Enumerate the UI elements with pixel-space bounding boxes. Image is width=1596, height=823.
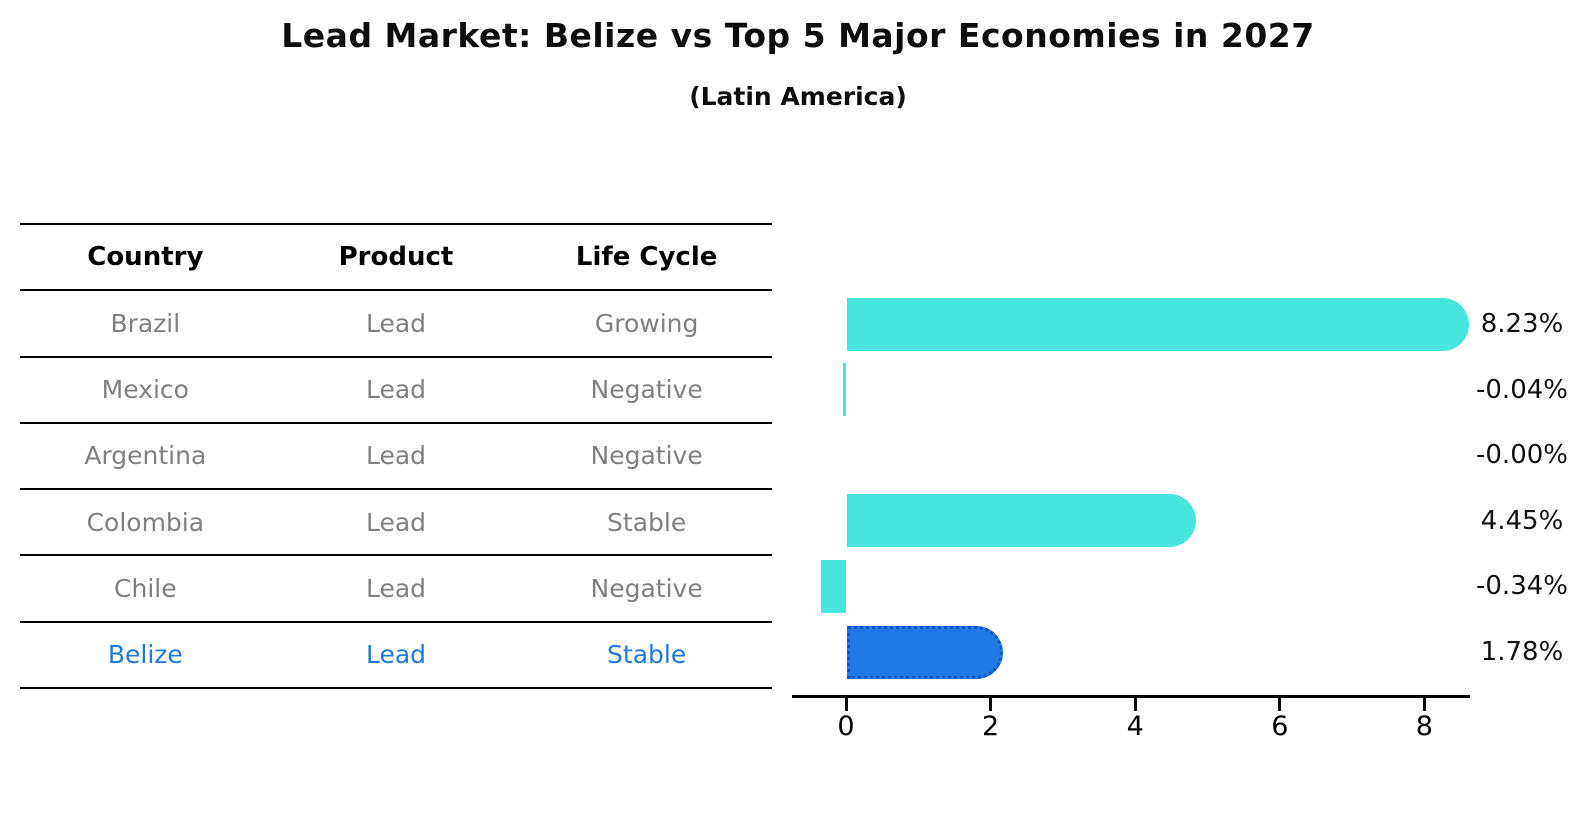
column-header-country: Country: [87, 242, 204, 273]
bar-brazil: [847, 297, 1470, 351]
cell-country: Belize: [107, 640, 183, 670]
x-axis-line: [792, 695, 1470, 698]
x-axis-tick-label-6: 6: [1271, 711, 1289, 742]
table-row-colombia: Colombia Lead Stable: [20, 488, 772, 554]
x-axis-tick-0: [844, 698, 848, 711]
x-axis-tick-label-4: 4: [1126, 711, 1144, 742]
cell-life-cycle: Negative: [590, 574, 703, 604]
cell-life-cycle: Stable: [607, 640, 687, 670]
cell-product: Lead: [365, 441, 427, 471]
table-row-belize: Belize Lead Stable: [20, 620, 772, 687]
x-axis-tick-4: [1133, 698, 1137, 711]
value-label-brazil: 8.23%: [1480, 309, 1564, 339]
table-row-brazil: Brazil Lead Growing: [20, 289, 772, 355]
value-label-belize: 1.78%: [1480, 637, 1564, 667]
cell-country: Mexico: [101, 375, 189, 405]
x-axis-tick-8: [1422, 698, 1426, 711]
table-row-argentina: Argentina Lead Negative: [20, 421, 772, 488]
value-label-mexico: -0.04%: [1476, 374, 1568, 405]
column-header-product: Product: [338, 242, 454, 273]
cell-country: Colombia: [86, 507, 205, 537]
x-axis-tick-6: [1278, 698, 1282, 711]
chart-title: Lead Market: Belize vs Top 5 Major Econo…: [281, 16, 1315, 55]
value-label-colombia: 4.45%: [1480, 505, 1564, 536]
country-table: Country Product Life Cycle Brazil Lead Gro…: [20, 223, 772, 689]
table-header-row: Country Product Life Cycle: [20, 223, 772, 289]
table-row-mexico: Mexico Lead Negative: [20, 355, 772, 422]
cell-country: Brazil: [110, 308, 181, 338]
x-axis-tick-2: [989, 698, 993, 711]
cell-product: Lead: [365, 574, 427, 604]
bar-chile: [821, 559, 846, 613]
value-label-chile: -0.34%: [1476, 571, 1568, 602]
cell-life-cycle: Growing: [594, 308, 699, 338]
chart-subtitle: (Latin America): [689, 82, 907, 111]
x-axis-tick-label-0: 0: [837, 711, 855, 742]
cell-country: Chile: [114, 574, 177, 604]
cell-product: Lead: [365, 308, 427, 338]
x-axis-tick-label-2: 2: [982, 711, 1000, 742]
cell-life-cycle: Negative: [590, 375, 703, 405]
bar-belize: [847, 625, 1003, 679]
column-header-life-cycle: Life Cycle: [575, 242, 718, 273]
table-row-chile: Chile Lead Negative: [20, 554, 772, 620]
cell-country: Argentina: [84, 441, 207, 471]
bar-colombia: [847, 494, 1196, 548]
cell-life-cycle: Stable: [607, 507, 687, 537]
cell-product: Lead: [365, 507, 427, 537]
bar-mexico: [843, 363, 846, 417]
value-label-argentina: -0.00%: [1476, 440, 1568, 471]
cell-product: Lead: [365, 640, 427, 670]
x-axis-tick-label-8: 8: [1415, 711, 1433, 742]
cell-product: Lead: [365, 375, 427, 405]
cell-life-cycle: Negative: [590, 441, 703, 471]
